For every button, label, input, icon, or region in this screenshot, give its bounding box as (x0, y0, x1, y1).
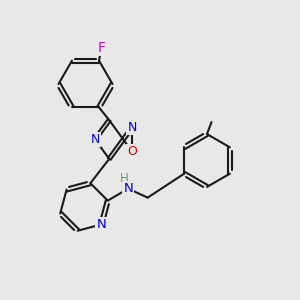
Text: H: H (120, 172, 129, 184)
Text: F: F (98, 41, 105, 55)
Text: O: O (127, 145, 137, 158)
Text: N: N (90, 133, 100, 146)
Text: N: N (123, 182, 133, 195)
Text: N: N (127, 121, 137, 134)
Text: N: N (97, 218, 106, 231)
